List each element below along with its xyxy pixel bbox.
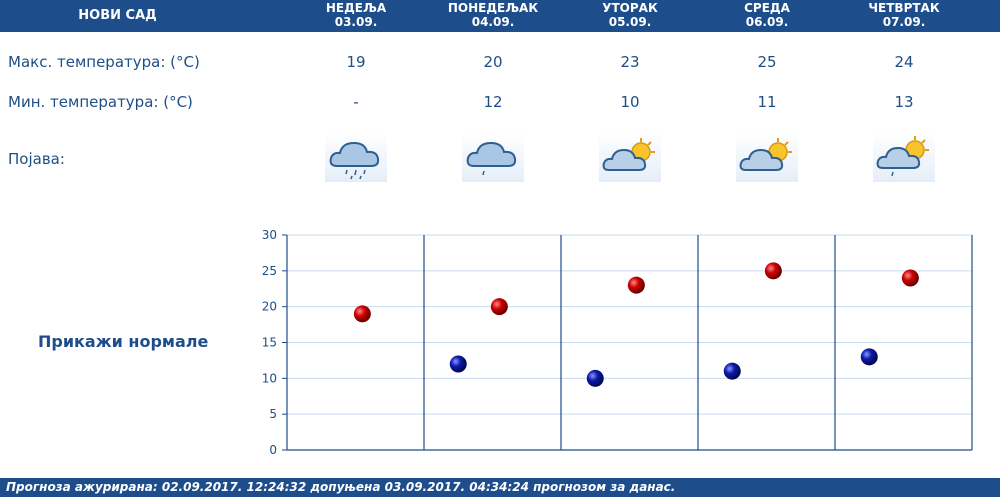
day-header-5: ЧЕТВРТАК 07.09. [839, 1, 969, 29]
max-temp-value: 24 [894, 53, 914, 71]
y-tick-label: 10 [262, 371, 277, 385]
phenomenon-label: Појава: [8, 150, 65, 168]
show-normals-link[interactable]: Прикажи нормале [38, 332, 209, 351]
day-date: 04.09. [471, 15, 515, 29]
max-temp-value: 19 [346, 53, 366, 71]
y-tick-label: 15 [262, 336, 277, 350]
min-temp-value: - [353, 93, 359, 111]
partly-cloudy-icon [736, 132, 798, 182]
y-tick-label: 30 [262, 228, 277, 242]
day-date: 06.09. [745, 15, 789, 29]
day-name: НЕДЕЉА [325, 1, 387, 15]
max-temp-point [490, 298, 508, 316]
max-temp-value: 20 [483, 53, 503, 71]
y-tick-label: 5 [269, 407, 277, 421]
y-tick-label: 0 [269, 443, 277, 457]
forecast-header: НОВИ САД НЕДЕЉА 03.09. ПОНЕДЕЉАК 04.09. … [0, 0, 1000, 32]
min-temp-value: 12 [483, 93, 503, 111]
partly-cloudy-rain-icon [873, 132, 935, 182]
day-header-1: НЕДЕЉА 03.09. [291, 1, 421, 29]
min-temp-value: 11 [757, 93, 777, 111]
min-temp-label: Мин. температура: (°C) [8, 93, 193, 111]
min-temp-point [860, 348, 878, 366]
day-name: ПОНЕДЕЉАК [447, 1, 539, 15]
day-name: УТОРАК [602, 1, 658, 15]
min-temp-point [449, 355, 467, 373]
day-date: 05.09. [608, 15, 652, 29]
max-temp-value: 23 [620, 53, 640, 71]
max-temp-value: 25 [757, 53, 777, 71]
min-temp-value: 10 [620, 93, 640, 111]
max-temp-point [764, 262, 782, 280]
rain-cloud-icon [325, 132, 387, 182]
min-temp-point [723, 362, 741, 380]
y-tick-label: 25 [262, 264, 277, 278]
forecast-update-note: Прогноза ажурирана: 02.09.2017. 12:24:32… [0, 478, 1000, 497]
max-temp-label: Макс. температура: (°C) [8, 53, 200, 71]
max-temp-point [353, 305, 371, 323]
day-date: 03.09. [334, 15, 378, 29]
day-header-2: ПОНЕДЕЉАК 04.09. [428, 1, 558, 29]
partly-cloudy-icon [599, 132, 661, 182]
y-tick-label: 20 [262, 300, 277, 314]
day-date: 07.09. [882, 15, 926, 29]
city-name: НОВИ САД [78, 8, 157, 23]
min-temp-value: 13 [894, 93, 914, 111]
max-temp-point [901, 269, 919, 287]
day-name: СРЕДА [744, 1, 790, 15]
light-rain-cloud-icon [462, 132, 524, 182]
min-temp-point [586, 369, 604, 387]
max-temp-point [627, 276, 645, 294]
temperature-chart: 0 5 10 15 20 25 30 [262, 228, 973, 457]
day-header-3: УТОРАК 05.09. [565, 1, 695, 29]
day-name: ЧЕТВРТАК [868, 1, 940, 15]
day-header-4: СРЕДА 06.09. [702, 1, 832, 29]
